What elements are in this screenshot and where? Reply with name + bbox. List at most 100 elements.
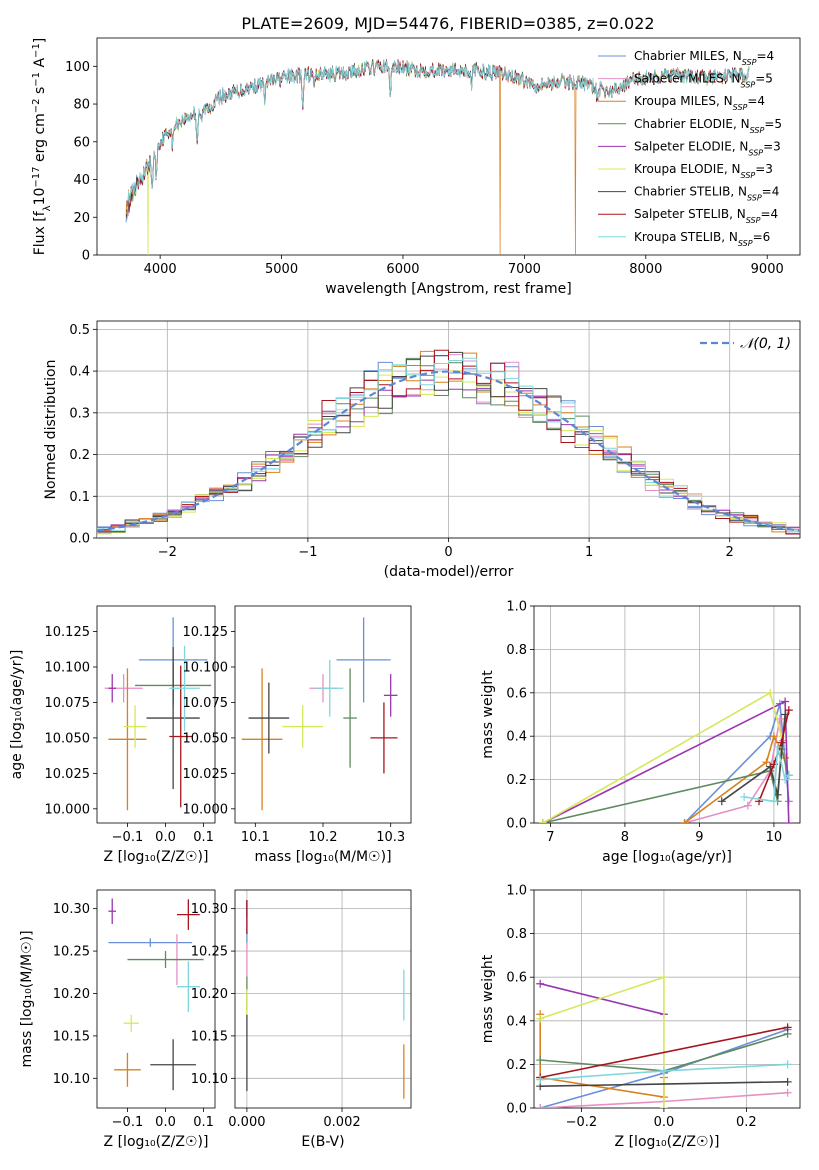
weight-vs-age-xtick-label-2: 9 xyxy=(695,830,703,845)
residual-histograms xyxy=(97,349,800,538)
spectrum-ytick-label-0: 0 xyxy=(82,249,90,264)
mass-vs-z-xtick-label-1: 0.0 xyxy=(155,1115,176,1130)
spectrum-legend-entry-3-part-1: SSP xyxy=(750,125,765,134)
weight-vs-age-xlabel: age [log₁₀(age/yr)] xyxy=(602,849,732,865)
spectrum-legend-entry-7-part-1: SSP xyxy=(746,216,761,225)
spectrum-legend-entry-4: Salpeter ELODIE, NSSP=3 xyxy=(634,139,781,157)
spectrum-legend-entry-8: Kroupa STELIB, NSSP=6 xyxy=(634,230,770,248)
mass-vs-z-axes: −0.1 0.0 0.1 10.10 10.15 10.20 10.25 10.30 Z [lo… xyxy=(19,889,216,1150)
weight-vs-age-marker-8-1 xyxy=(769,797,778,806)
age-vs-mass-ytick-label-2: 10.050 xyxy=(183,731,229,746)
mass-vs-ebv-points xyxy=(246,900,405,1099)
spectrum-legend-entry-8-part-1: SSP xyxy=(738,238,753,247)
weight-vs-age-marker-8-3 xyxy=(781,775,790,784)
weight-vs-z-ylabel: mass weight xyxy=(480,954,496,1043)
weight-vs-z-ytick-label-3: 0.6 xyxy=(506,971,527,986)
residuals-axes: −2 −1 0 1 2 0.0 0.1 0.2 0.3 0.4 0.5 (data-model)/er… xyxy=(43,320,801,580)
weight-vs-z-series-7 xyxy=(540,1026,788,1079)
age-vs-z-xtick-label-2: 0.1 xyxy=(193,830,214,845)
spectrum-legend-entry-5-part-1: SSP xyxy=(741,171,756,180)
spectrum-legend-entry-0-part-1: SSP xyxy=(742,58,757,67)
spectrum-legend-entry-1-part-0: Salpeter MILES, N xyxy=(634,72,741,86)
spectrum-legend-entry-5: Kroupa ELODIE, NSSP=3 xyxy=(634,162,773,180)
spectrum-legend-entry-6-part-2: =4 xyxy=(762,185,780,199)
weight-vs-z-ytick-label-4: 0.8 xyxy=(506,927,527,942)
spectrum-series-8 xyxy=(125,59,750,224)
weight-vs-z-marker-5-0 xyxy=(536,1014,545,1023)
mass-vs-ebv-ytick-label-0: 10.10 xyxy=(191,1072,228,1087)
residuals-ytick-label-5: 0.5 xyxy=(69,323,90,338)
weight-vs-age-series-4 xyxy=(542,700,790,823)
age-vs-z-axes: −0.1 0.0 0.1 10.000 10.025 10.050 10.075 10.100… xyxy=(9,605,216,865)
spectrum-frame xyxy=(96,37,801,256)
weight-vs-z-ytick-label-1: 0.2 xyxy=(506,1058,527,1073)
residuals-xtick-label-3: 1 xyxy=(585,545,593,560)
weight-vs-age-ytick-label-3: 0.6 xyxy=(506,686,527,701)
weight-vs-z-marker-3-0 xyxy=(536,1056,545,1065)
weight-vs-age-marker-5-1 xyxy=(766,688,775,697)
spectrum-legend-entry-2-part-2: =4 xyxy=(747,94,765,108)
weight-vs-age-marker-7-3 xyxy=(784,706,793,715)
weight-vs-z-marker-5-2 xyxy=(659,1104,668,1108)
weight-vs-z-marker-7-1 xyxy=(783,1023,792,1032)
weight-vs-age-marker-5-0 xyxy=(538,819,547,823)
spectrum-legend-entry-6-part-1: SSP xyxy=(747,193,762,202)
residuals-xtick-label-1: −1 xyxy=(298,545,317,560)
spectrum-legend-entry-1: Salpeter MILES, NSSP=5 xyxy=(634,72,773,90)
age-vs-mass-points xyxy=(241,617,398,811)
age-vs-z-ytick-label-5: 10.125 xyxy=(45,625,91,640)
weight-vs-age-marker-2-0 xyxy=(680,819,689,823)
residuals-ytick-label-3: 0.3 xyxy=(69,406,90,421)
spectrum-axes: 4000 5000 6000 7000 8000 9000 0 20 40 60 80 100 wave… xyxy=(31,37,801,297)
mass-vs-ebv-ytick-label-4: 10.30 xyxy=(191,902,228,917)
mass-vs-ebv-axes: 0.000 0.002 10.10 10.15 10.20 10.25 10.30 E(B-V… xyxy=(191,889,412,1150)
age-vs-mass-ytick-label-3: 10.075 xyxy=(183,696,229,711)
mass-vs-ebv-ytick-label-2: 10.20 xyxy=(191,987,228,1002)
spectrum-ytick-label-3: 60 xyxy=(73,135,90,150)
spectrum-legend-entry-2: Kroupa MILES, NSSP=4 xyxy=(634,94,765,112)
mass-vs-z-ytick-label-3: 10.25 xyxy=(53,945,90,960)
weight-vs-z-axes: −0.2 0.0 0.2 0.0 0.2 0.4 0.6 0.8 1.0 Z [log₁₀(Z/Z… xyxy=(480,884,801,1150)
age-vs-z-xlabel: Z [log₁₀(Z/Z☉)] xyxy=(104,849,209,865)
spectrum-lines xyxy=(125,58,750,255)
weight-vs-z-xtick-label-0: −0.2 xyxy=(566,1115,598,1130)
weight-vs-age-marker-2-2 xyxy=(769,732,778,741)
weight-vs-age-marker-8-4 xyxy=(784,771,793,780)
age-vs-z-xtick-label-1: 0.0 xyxy=(155,830,176,845)
weight-vs-age-marker-4-2 xyxy=(784,819,793,823)
spectrum-xtick-label-2: 6000 xyxy=(386,262,419,277)
residuals-ytick-label-2: 0.2 xyxy=(69,448,90,463)
spectrum-xtick-label-0: 4000 xyxy=(144,262,177,277)
mass-vs-z-points xyxy=(108,898,204,1091)
age-vs-z-ytick-label-4: 10.100 xyxy=(45,660,91,675)
age-vs-z-frame xyxy=(96,605,216,824)
spectrum-legend-entry-6-part-0: Chabrier STELIB, N xyxy=(634,185,747,199)
mass-vs-z-ytick-label-2: 10.20 xyxy=(53,987,90,1002)
weight-vs-z-xtick-label-2: 0.2 xyxy=(736,1115,757,1130)
residuals-ytick-label-0: 0.0 xyxy=(69,532,90,547)
spectrum-legend-entry-7-part-2: =4 xyxy=(760,207,778,221)
weight-vs-z-xlabel: Z [log₁₀(Z/Z☉)] xyxy=(615,1134,720,1150)
weight-vs-age-marker-7-2 xyxy=(777,738,786,747)
spectrum-legend-entry-0: Chabrier MILES, NSSP=4 xyxy=(634,49,774,67)
spectrum-legend-entry-0-part-2: =4 xyxy=(756,49,774,63)
mass-vs-z-frame xyxy=(96,889,216,1109)
weight-vs-z-marker-8-2 xyxy=(783,1060,792,1069)
residual-histogram-series-8 xyxy=(97,357,800,538)
spectrum-ylabel-part-6: s xyxy=(32,87,48,99)
age-vs-z-xtick-label-0: −0.1 xyxy=(112,830,144,845)
weight-vs-age-ytick-label-4: 0.8 xyxy=(506,643,527,658)
mass-vs-z-ylabel: mass [log₁₀(M/M☉)] xyxy=(19,930,35,1067)
spectrum-legend-entry-5-part-2: =3 xyxy=(755,162,773,176)
residuals-ytick-label-1: 0.1 xyxy=(69,490,90,505)
spectrum-ytick-label-2: 40 xyxy=(73,173,90,188)
age-vs-mass-xlabel: mass [log₁₀(M/M☉)] xyxy=(254,849,391,865)
spectrum-legend-entry-0-part-0: Chabrier MILES, N xyxy=(634,49,742,63)
spectrum-legend-entry-1-part-1: SSP xyxy=(741,80,756,89)
mass-vs-z-ytick-label-0: 10.10 xyxy=(53,1072,90,1087)
weight-vs-age-axes: 7 8 9 10 0.0 0.2 0.4 0.6 0.8 1.0 age [log₁₀(age/yr… xyxy=(480,600,801,865)
weight-vs-age-frame xyxy=(533,605,801,824)
weight-vs-age-marker-4-1 xyxy=(781,697,790,706)
age-vs-mass-ytick-label-1: 10.025 xyxy=(183,767,229,782)
weight-vs-z-marker-1-2 xyxy=(783,1088,792,1097)
